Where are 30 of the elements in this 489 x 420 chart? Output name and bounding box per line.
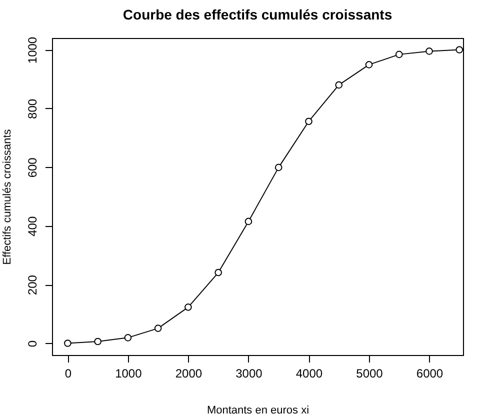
x-tick-label: 4000 (296, 366, 323, 380)
point (154, 324, 162, 332)
y-axis-title: Effectifs cumulés croissants (2, 128, 14, 265)
point (335, 81, 343, 89)
y-tick-label: 0 (26, 340, 40, 348)
point (305, 118, 312, 126)
point (274, 164, 282, 172)
y-tick-label: 1000 (26, 36, 40, 64)
point (214, 268, 222, 276)
x-axis-title: Montants en euros xi (206, 404, 310, 416)
x-tick-label: 5000 (356, 366, 384, 380)
x-tick-label: 0 (64, 366, 72, 380)
point (456, 46, 464, 54)
chart-title: Courbe des effectifs cumulés croissants (122, 6, 392, 22)
y-tick-label: 600 (26, 157, 40, 178)
y-tick-label: 800 (26, 98, 40, 119)
x-tick-label: 1000 (115, 366, 142, 380)
point (426, 48, 433, 55)
point (244, 218, 252, 226)
y-tick-label: 200 (26, 274, 40, 296)
y-tick-label: 400 (26, 216, 40, 236)
point (184, 304, 192, 311)
x-tick-label: 6000 (416, 366, 444, 380)
point (94, 338, 102, 346)
x-tick-label: 2000 (175, 366, 202, 380)
point (124, 334, 132, 342)
x-tick-label: 3000 (236, 366, 263, 380)
point (365, 61, 373, 68)
point (64, 340, 72, 347)
point (395, 50, 403, 58)
